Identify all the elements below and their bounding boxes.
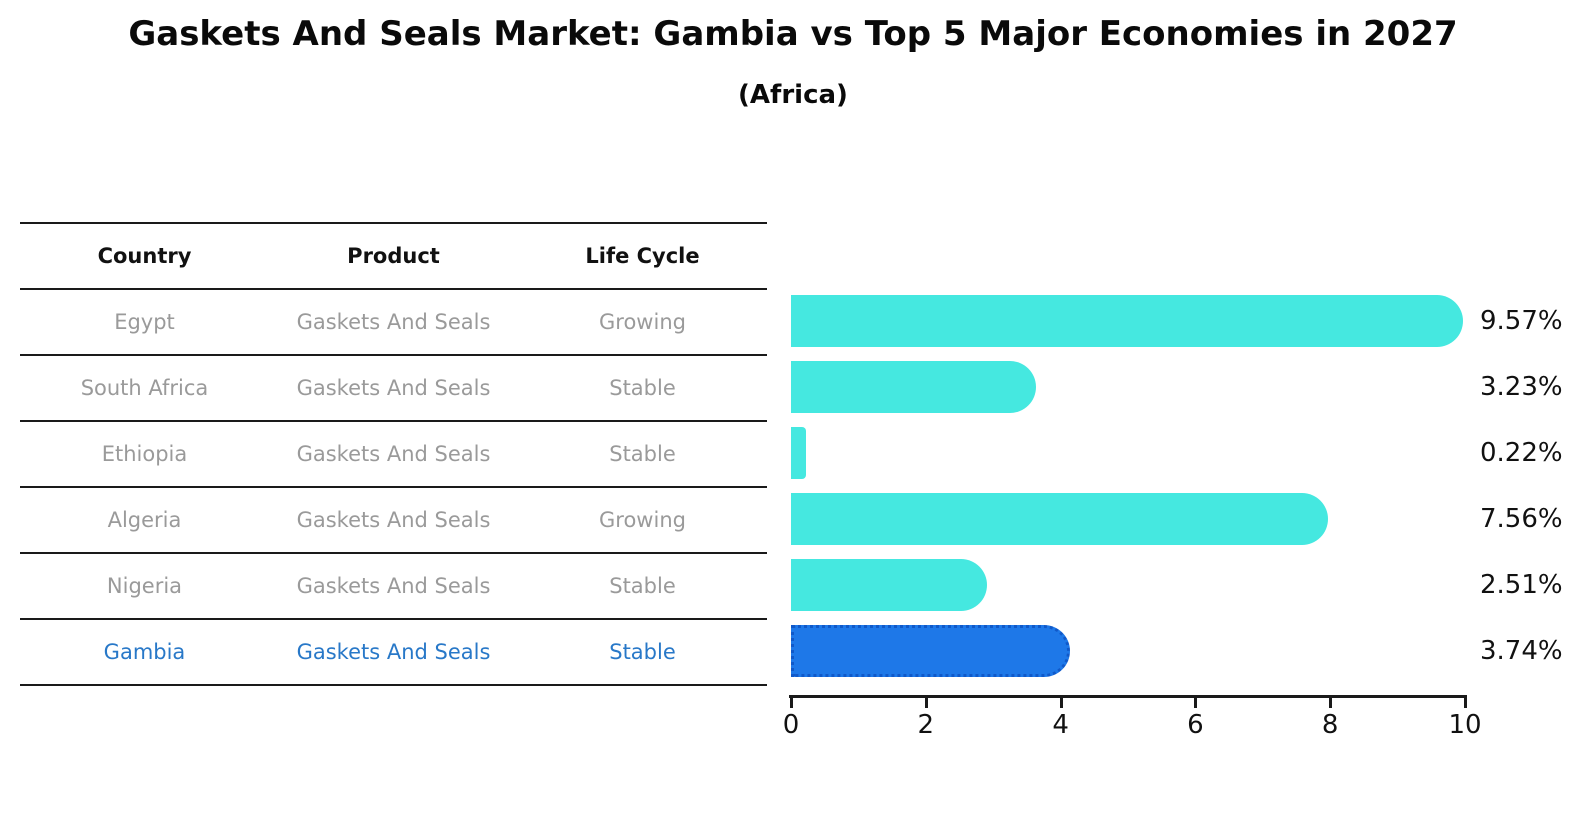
cell-product: Gaskets And Seals (296, 376, 491, 400)
cell-life-cycle: Growing (599, 508, 686, 532)
summary-table: Country Product Life Cycle Egypt Gaskets… (20, 222, 767, 686)
chart-bar (791, 559, 988, 611)
chart-bar-highlighted (791, 625, 1071, 677)
cell-country: Gambia (103, 640, 186, 664)
x-axis: 0 2 4 6 8 10 (783, 698, 1482, 758)
cell-product: Gaskets And Seals (296, 574, 491, 598)
tick-label: 10 (1448, 710, 1482, 740)
bar-value-label: 2.51% (1480, 570, 1563, 600)
bar-value-label: 7.56% (1480, 504, 1563, 534)
cell-product: Gaskets And Seals (296, 442, 491, 466)
cell-life-cycle: Growing (599, 310, 686, 334)
bar-row (791, 618, 1465, 684)
page-title: Gaskets And Seals Market: Gambia vs Top … (128, 14, 1458, 54)
column-header-product: Product (347, 244, 440, 268)
cell-country: South Africa (80, 376, 209, 400)
cell-life-cycle: Stable (609, 442, 676, 466)
table-row: Egypt Gaskets And Seals Growing (20, 290, 767, 356)
chart-bar (791, 361, 1036, 413)
chart-bar (791, 493, 1328, 545)
bar-value-label: 3.23% (1480, 372, 1563, 402)
bar-value-label: 0.22% (1480, 438, 1563, 468)
table-row: South Africa Gaskets And Seals Stable (20, 356, 767, 422)
bar-row (791, 288, 1465, 354)
tick-mark (924, 698, 928, 708)
bar-row (791, 552, 1465, 618)
cell-country: Nigeria (106, 574, 183, 598)
bar-row (791, 420, 1465, 486)
table-row: Gambia Gaskets And Seals Stable (20, 620, 767, 686)
tick-label: 8 (1321, 710, 1339, 740)
column-header-life-cycle: Life Cycle (585, 244, 700, 268)
tick-mark (790, 698, 793, 708)
page-subtitle: (Africa) (738, 80, 848, 110)
tick-label: 6 (1187, 710, 1204, 740)
cell-life-cycle: Stable (609, 574, 676, 598)
cell-country: Algeria (107, 508, 182, 532)
cell-country: Ethiopia (101, 442, 188, 466)
bar-value-labels: 9.57% 3.23% 0.22% 7.56% 2.51% 3.74% (1480, 288, 1580, 684)
cell-life-cycle: Stable (609, 376, 676, 400)
tick-mark (1329, 698, 1333, 708)
cell-country: Egypt (114, 310, 175, 334)
chart-bar (791, 295, 1464, 347)
table-row: Algeria Gaskets And Seals Growing (20, 488, 767, 554)
bar-value-label: 3.74% (1480, 636, 1563, 666)
bar-plot-area (791, 288, 1465, 684)
bar-row (791, 354, 1465, 420)
chart-bar (791, 427, 806, 479)
table-header-row: Country Product Life Cycle (20, 224, 767, 290)
cell-product: Gaskets And Seals (296, 310, 491, 334)
tick-label: 0 (782, 710, 800, 740)
tick-mark (1194, 698, 1198, 708)
bar-row (791, 486, 1465, 552)
cell-product: Gaskets And Seals (296, 508, 491, 532)
cell-life-cycle: Stable (609, 640, 676, 664)
bar-value-label: 9.57% (1480, 306, 1563, 336)
tick-label: 2 (917, 710, 935, 740)
table-row: Nigeria Gaskets And Seals Stable (20, 554, 767, 620)
tick-mark (1059, 698, 1063, 708)
table-row: Ethiopia Gaskets And Seals Stable (20, 422, 767, 488)
x-axis-line (789, 695, 1467, 698)
cell-product: Gaskets And Seals (296, 640, 491, 664)
tick-mark (1464, 698, 1467, 708)
tick-label: 4 (1052, 710, 1069, 740)
column-header-country: Country (97, 244, 192, 268)
